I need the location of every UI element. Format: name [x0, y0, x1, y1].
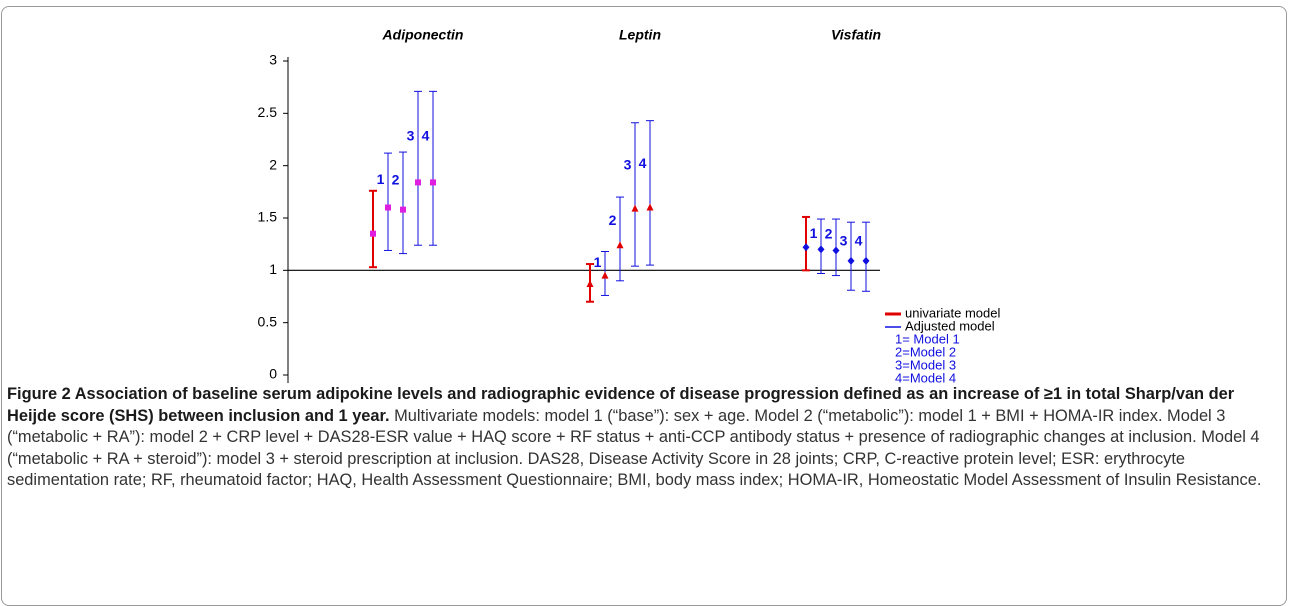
legend-label: Adjusted model [905, 318, 995, 333]
model-tag: 2 [609, 212, 617, 228]
y-tick-label: 1 [269, 261, 277, 277]
marker [862, 256, 870, 265]
y-tick-label: 0.5 [258, 313, 278, 329]
y-tick-label: 3 [269, 52, 277, 68]
caption: Figure 2 Association of baseline serum a… [7, 384, 1283, 492]
legend-label: univariate model [905, 305, 1000, 320]
model-tag: 3 [840, 232, 848, 248]
marker [370, 230, 376, 237]
marker [802, 243, 810, 252]
marker [586, 279, 594, 287]
model-tag: 1 [594, 254, 602, 270]
marker [847, 256, 855, 265]
marker [430, 179, 436, 186]
caption-title: Figure 2 Association of baseline serum a… [7, 385, 1235, 425]
y-tick-label: 2 [269, 156, 277, 172]
group-title: Leptin [619, 27, 661, 43]
y-tick-label: 0 [269, 366, 277, 382]
model-tag: 4 [639, 155, 647, 171]
y-tick-label: 1.5 [258, 209, 278, 225]
legend-label: 4=Model 4 [895, 370, 956, 385]
model-tag: 2 [392, 172, 400, 188]
marker [385, 204, 391, 211]
legend-label: 2=Model 2 [895, 344, 956, 359]
y-tick-label: 2.5 [258, 104, 278, 120]
group-title: Visfatin [831, 27, 881, 43]
group-title: Adiponectin [382, 27, 464, 43]
marker [832, 246, 840, 255]
marker [400, 206, 406, 213]
marker [817, 245, 825, 254]
model-tag: 2 [825, 225, 833, 241]
model-tag: 3 [624, 156, 632, 172]
model-tag: 3 [407, 128, 415, 144]
legend-label: 3=Model 3 [895, 357, 956, 372]
marker [415, 179, 421, 186]
marker [616, 241, 624, 249]
model-tag: 1 [810, 225, 818, 241]
page: {"chart_data": { "type": "errorbar", "ca… [1, 6, 1287, 606]
marker [646, 203, 654, 211]
legend-label: 1= Model 1 [895, 331, 960, 346]
marker [631, 204, 639, 212]
model-tag: 4 [422, 128, 430, 144]
marker [601, 271, 609, 279]
model-tag: 1 [377, 171, 385, 187]
caption-text: Multivariate models: model 1 (“base”): s… [7, 406, 1262, 490]
model-tag: 4 [855, 232, 863, 248]
